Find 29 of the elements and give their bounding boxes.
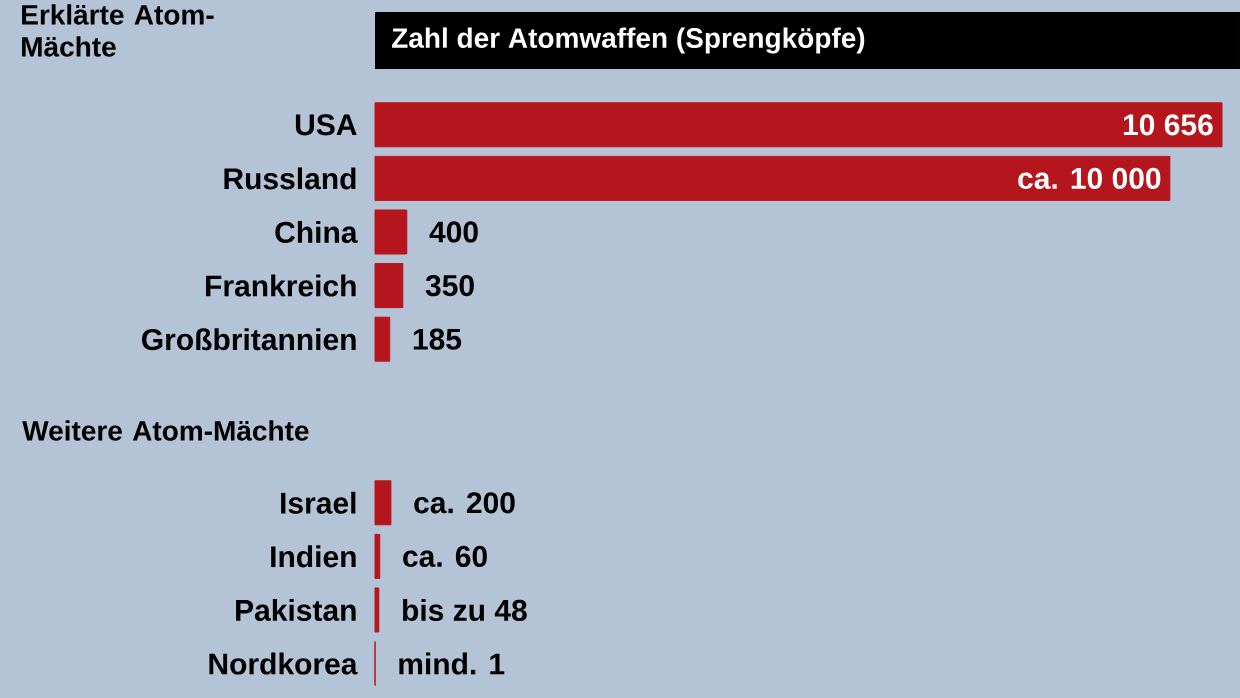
data-label: 185 [413, 328, 462, 350]
y-tick-label: Israel [281, 491, 356, 514]
data-label: 350 [425, 274, 474, 297]
y-tick-label: Indien [271, 545, 356, 568]
text: Erklärte Atom-Mächte [22, 4, 214, 57]
y-tick-label: Pakistan [236, 598, 356, 622]
data-label: 400 [429, 221, 478, 243]
data-label: mind. 1 [399, 652, 505, 675]
bar [374, 155, 1171, 201]
data-label: ca. 10 000 [1018, 167, 1161, 190]
y-tick-label: China [275, 220, 358, 244]
bar [374, 533, 381, 579]
bar [374, 480, 392, 526]
y-tick-label: Russland [224, 167, 356, 190]
data-label: ca. 60 [403, 545, 487, 568]
y-tick-label: Frankreich [206, 274, 356, 297]
bar [374, 209, 408, 255]
y-tick-label: Nordkorea [209, 652, 358, 675]
chart-subtitle: Zahl der Atomwaffen (Sprengköpfe) [392, 27, 865, 54]
data-label: 10 656 [1123, 114, 1213, 136]
y-tick-label: USA [295, 114, 357, 136]
data-label: bis zu 48 [403, 598, 527, 622]
bar [374, 316, 391, 362]
bar [374, 587, 380, 633]
bar [374, 263, 404, 309]
bar [374, 102, 1223, 148]
y-tick-label: Großbritannien [142, 328, 356, 351]
data-label: ca. 200 [414, 492, 515, 514]
chart-title: Weitere Atom-Mächte [22, 420, 309, 441]
